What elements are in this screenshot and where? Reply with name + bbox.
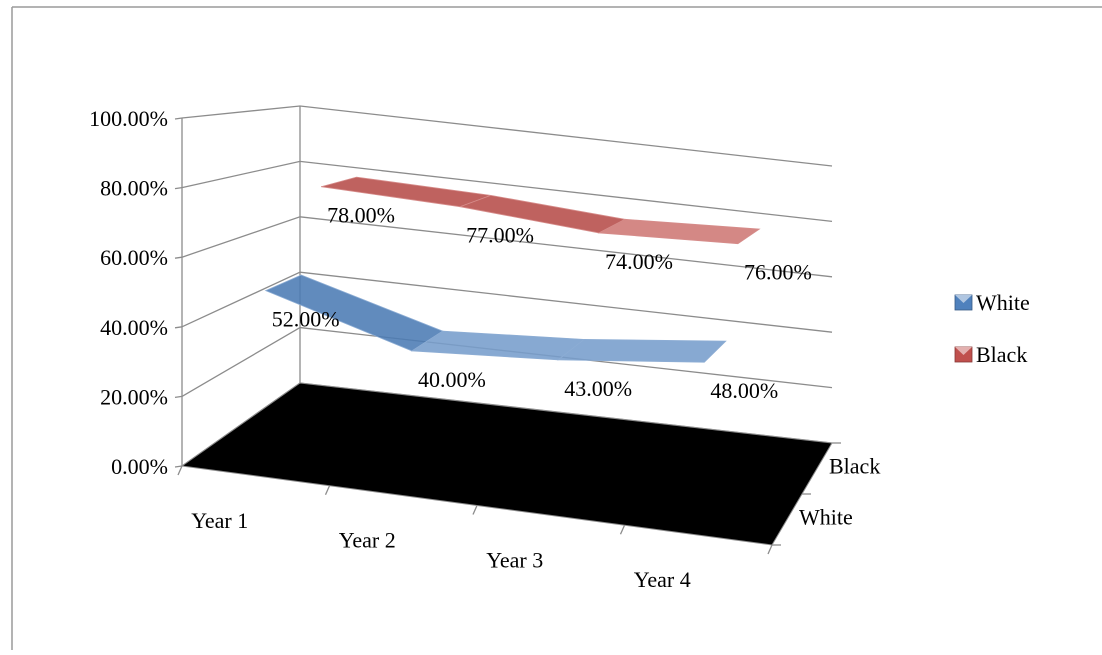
x-tick-label-year-4: Year 4 [634,567,691,592]
legend-swatch-highlight [955,347,972,355]
legend: White Black [954,290,1030,367]
data-label-black: 78.00% [327,203,395,228]
legend-label-white: White [976,290,1030,315]
y-tick-mark [174,465,183,468]
chart-walls [181,106,301,466]
data-label-black: 76.00% [744,260,812,285]
y-tick-mark [174,186,183,190]
y-tick-label: 60.00% [100,245,168,270]
x-tick-mark [177,465,183,476]
legend-label-black: Black [976,342,1027,367]
y-tick-label: 40.00% [100,315,168,340]
x-tick-label-year-2: Year 2 [339,528,396,553]
y-tick-mark [174,395,183,399]
data-label-white: 40.00% [418,367,486,392]
x-tick-mark [619,524,626,535]
y-axis-ticks: 0.00% 20.00% 40.00% 60.00% 80.00% 100.00% [89,106,183,479]
y-tick-label: 100.00% [89,106,168,131]
ribbon-black-segment [597,218,761,245]
ribbon-white-segment [556,338,727,363]
gridline-100-00- [181,105,833,167]
data-label-black: 74.00% [605,249,673,274]
data-label-black: 77.00% [466,223,534,248]
x-axis-ticks: Year 1 Year 2 Year 3 Year 4 [177,465,773,592]
floor-plane [180,382,833,546]
y-tick-mark [174,117,183,120]
legend-swatch-highlight [955,295,972,303]
x-tick-label-year-1: Year 1 [191,508,248,533]
y-tick-mark [174,326,183,329]
y-tick-label: 80.00% [100,176,168,201]
data-label-white: 48.00% [710,378,778,403]
data-label-white: 43.00% [564,376,632,401]
chart-floor [180,382,833,546]
series-ribbons [264,176,761,363]
x-tick-mark [767,544,773,555]
x-tick-mark [324,485,331,496]
depth-axis-ticks: Black White [772,442,880,546]
x-tick-label-year-3: Year 3 [486,547,543,572]
x-tick-mark [472,505,478,515]
ribbon-white-segment [410,330,586,361]
y-tick-label: 0.00% [111,454,168,479]
depth-label-white: White [799,505,853,530]
y-tick-mark [174,256,183,259]
data-label-white: 52.00% [272,307,340,332]
y-tick-label: 20.00% [100,384,168,409]
depth-label-black: Black [829,454,880,479]
data-labels: 78.00% 77.00% 74.00% 76.00% 52.00% 40.00% 43.0… [272,203,812,403]
